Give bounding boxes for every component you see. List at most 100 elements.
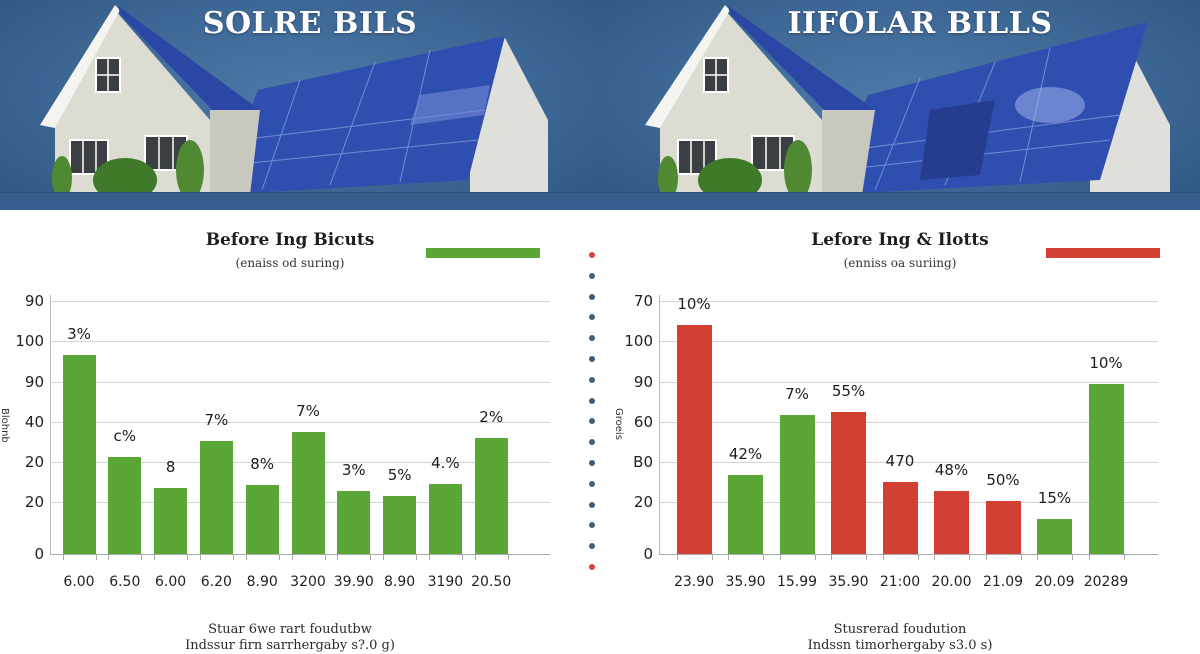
gridline (659, 422, 1158, 423)
x-tick-mark (763, 554, 764, 560)
y-axis-tick-label: 20 (24, 453, 44, 471)
bar (1037, 519, 1072, 554)
y-axis-tick-label: 20 (633, 493, 653, 511)
x-tick-mark (95, 554, 97, 560)
x-axis-tick-label: 15.99 (776, 574, 818, 590)
y-axis-tick-label: 70 (633, 292, 653, 310)
banner-ground (0, 192, 600, 210)
banner-right: IIFOLAR BILLS (600, 0, 1200, 210)
divider-dot (589, 397, 595, 404)
chart-subtitle: (enaiss od suring) (235, 256, 345, 270)
y-axis-label: Blohnb (0, 408, 10, 443)
bar (199, 441, 233, 554)
bar-value-label: 55% (831, 382, 866, 400)
x-axis-tick-label: 35.90 (725, 574, 766, 590)
chart-title: Lefore Ing & Ilotts (811, 230, 989, 250)
divider-dot (589, 501, 595, 508)
bar (474, 438, 508, 554)
x-axis-tick-label: 20289 (1083, 574, 1129, 590)
x-axis-tick-label: 23.90 (673, 574, 715, 590)
gridline (659, 462, 1158, 463)
gridline (50, 382, 550, 383)
banner-title: SOLRE BILS (202, 6, 418, 41)
x-tick-mark (187, 554, 189, 560)
x-axis-tick-label: 39.90 (333, 574, 374, 590)
dotted-divider (588, 252, 596, 578)
gridline (659, 382, 1158, 383)
x-axis-tick-label: 20.00 (931, 574, 972, 590)
bar-value-label: 7% (785, 385, 809, 403)
gridline (659, 301, 1158, 302)
bar (337, 491, 371, 554)
bar-value-label: 10% (1089, 354, 1123, 372)
divider-dot (589, 376, 595, 383)
chart-footer-caption: Stuar 6we rart foudutbw (208, 622, 372, 637)
x-tick-mark (416, 554, 418, 560)
left-chart-panel: Before Ing Bicuts (enaiss od suring) 90 1… (0, 210, 580, 654)
x-tick-mark (711, 554, 713, 560)
divider-dot (589, 418, 595, 425)
y-axis-tick-label: 90 (24, 373, 44, 391)
x-axis-tick-label: 21.09 (982, 574, 1024, 590)
x-axis-tick-label: 20.50 (471, 574, 512, 590)
bar (779, 415, 815, 554)
y-axis-tick-label: 100 (15, 332, 44, 350)
bar (108, 457, 142, 554)
x-axis-tick-label: 21:00 (879, 574, 921, 590)
bar (245, 485, 279, 554)
divider-dot (589, 522, 595, 529)
bar-value-label: 50% (986, 471, 1020, 489)
y-axis-tick-label: 60 (633, 413, 653, 431)
x-axis (659, 554, 1158, 555)
y-axis-tick-label: 90 (633, 373, 653, 391)
bar-value-label: 15% (1037, 489, 1072, 507)
bar (291, 432, 325, 554)
bar (1088, 384, 1124, 554)
divider-dot (589, 272, 595, 279)
bar (62, 355, 96, 554)
x-tick-mark (676, 554, 678, 560)
x-tick-mark (474, 554, 476, 560)
x-tick-mark (278, 554, 280, 560)
x-tick-mark (814, 554, 816, 560)
divider-dot (589, 480, 595, 487)
y-axis-label: Groeis (613, 408, 624, 440)
right-chart-panel: Lefore Ing & Ilotts (enniss oa suriing) … (600, 210, 1200, 654)
x-tick-mark (866, 554, 867, 560)
chart-footer-source: Indssn timorhergaby s3.0 s) (807, 638, 993, 653)
divider-dot (589, 252, 595, 258)
x-axis-tick-label: 3200 (290, 574, 326, 590)
x-tick-mark (969, 554, 970, 560)
y-axis (659, 295, 660, 554)
bar-value-label: 3% (67, 325, 91, 343)
x-axis-tick-label: 8.90 (246, 574, 278, 590)
divider-dot (589, 564, 595, 570)
y-axis-tick-label: 100 (624, 332, 653, 350)
bar-value-label: 2% (479, 408, 504, 426)
bar-value-label: 48% (934, 461, 969, 479)
x-axis-tick-label: 8.90 (384, 574, 416, 590)
x-tick-mark (62, 554, 64, 560)
x-tick-mark (1037, 554, 1038, 560)
x-tick-mark (985, 554, 987, 560)
x-tick-mark (154, 554, 156, 560)
bar-value-label: 5% (387, 466, 412, 484)
x-tick-mark (779, 554, 781, 560)
legend-swatch-green (426, 248, 540, 258)
bar (676, 325, 712, 554)
bar-value-label: 10% (677, 295, 711, 313)
bar-value-label: 4.% (431, 454, 460, 472)
solar-house-illustration (645, 5, 1170, 202)
x-tick-mark (232, 554, 234, 560)
x-tick-mark (199, 554, 201, 560)
x-axis-tick-label: 6.20 (200, 574, 232, 590)
y-axis-tick-label: B0 (633, 453, 653, 471)
legend-swatch-red (1046, 248, 1160, 258)
x-tick-mark (461, 554, 463, 560)
x-axis (50, 554, 550, 555)
bar (154, 488, 188, 554)
x-tick-mark (728, 554, 729, 560)
y-axis-tick-label: 90 (24, 292, 44, 310)
y-axis (50, 295, 51, 554)
divider-dot (589, 439, 595, 446)
